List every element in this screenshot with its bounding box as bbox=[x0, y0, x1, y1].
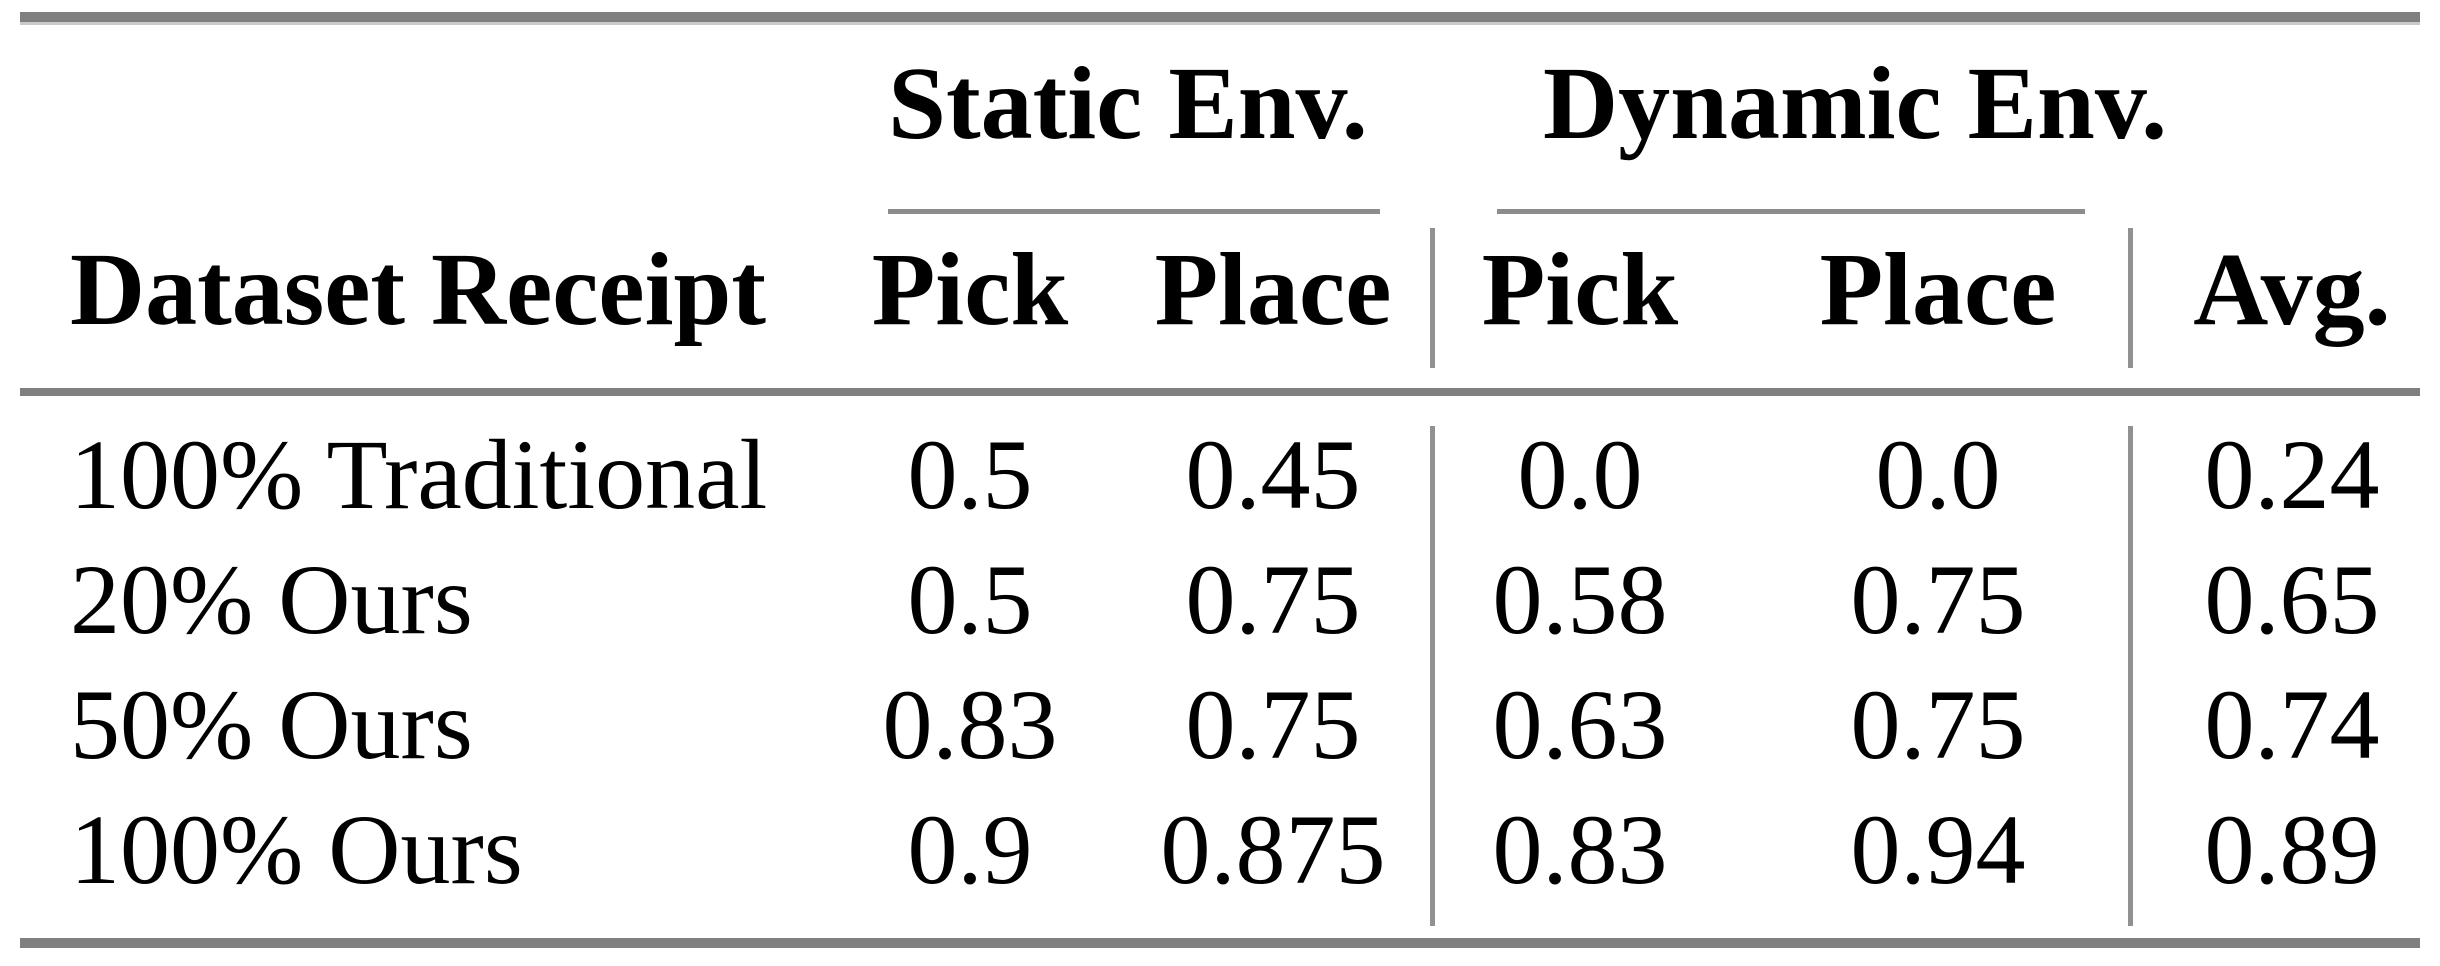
table-cell: 0.83 bbox=[1492, 794, 1668, 905]
cmidrule-static-env bbox=[888, 209, 1380, 214]
table-cell: 0.0 bbox=[1517, 419, 1643, 530]
column-separator-static-dynamic-header bbox=[1430, 228, 1435, 368]
table-bottom-rule bbox=[20, 938, 2420, 948]
table-cell: 0.58 bbox=[1492, 544, 1668, 655]
table-cell: 0.83 bbox=[882, 669, 1058, 780]
row-label: 100% Traditional bbox=[70, 419, 768, 530]
row-label: 20% Ours bbox=[70, 544, 473, 655]
table-cell: 0.24 bbox=[2204, 419, 2380, 530]
table-top-rule bbox=[20, 12, 2420, 25]
table-cell: 0.9 bbox=[907, 794, 1033, 905]
table-cell: 0.65 bbox=[2204, 544, 2380, 655]
column-separator-dynamic-avg-header bbox=[2128, 228, 2133, 368]
column-header-dynamic-pick: Pick bbox=[1481, 232, 1679, 347]
table-cell: 0.89 bbox=[2204, 794, 2380, 905]
group-header-dynamic-env: Dynamic Env. bbox=[1543, 46, 2168, 161]
row-label: 100% Ours bbox=[70, 794, 523, 905]
table-cell: 0.5 bbox=[907, 544, 1033, 655]
table-cell: 0.45 bbox=[1185, 419, 1361, 530]
table-cell: 0.75 bbox=[1850, 544, 2026, 655]
table-header-rule bbox=[20, 388, 2420, 396]
table-cell: 0.74 bbox=[2204, 669, 2380, 780]
group-header-static-env: Static Env. bbox=[888, 46, 1368, 161]
table-cell: 0.875 bbox=[1160, 794, 1386, 905]
column-header-static-pick: Pick bbox=[871, 232, 1069, 347]
table-cell: 0.0 bbox=[1875, 419, 2001, 530]
column-header-avg: Avg. bbox=[2193, 232, 2391, 347]
table-cell: 0.75 bbox=[1185, 669, 1361, 780]
cmidrule-dynamic-env bbox=[1497, 209, 2085, 214]
column-separator-dynamic-avg-body bbox=[2128, 426, 2133, 926]
table-cell: 0.75 bbox=[1850, 669, 2026, 780]
column-header-dataset-receipt: Dataset Receipt bbox=[70, 232, 766, 347]
table-cell: 0.75 bbox=[1185, 544, 1361, 655]
table-cell: 0.5 bbox=[907, 419, 1033, 530]
column-header-dynamic-place: Place bbox=[1819, 232, 2057, 347]
row-label: 50% Ours bbox=[70, 669, 473, 780]
table-cell: 0.63 bbox=[1492, 669, 1668, 780]
table-cell: 0.94 bbox=[1850, 794, 2026, 905]
column-separator-static-dynamic-body bbox=[1430, 426, 1435, 926]
column-header-static-place: Place bbox=[1154, 232, 1392, 347]
